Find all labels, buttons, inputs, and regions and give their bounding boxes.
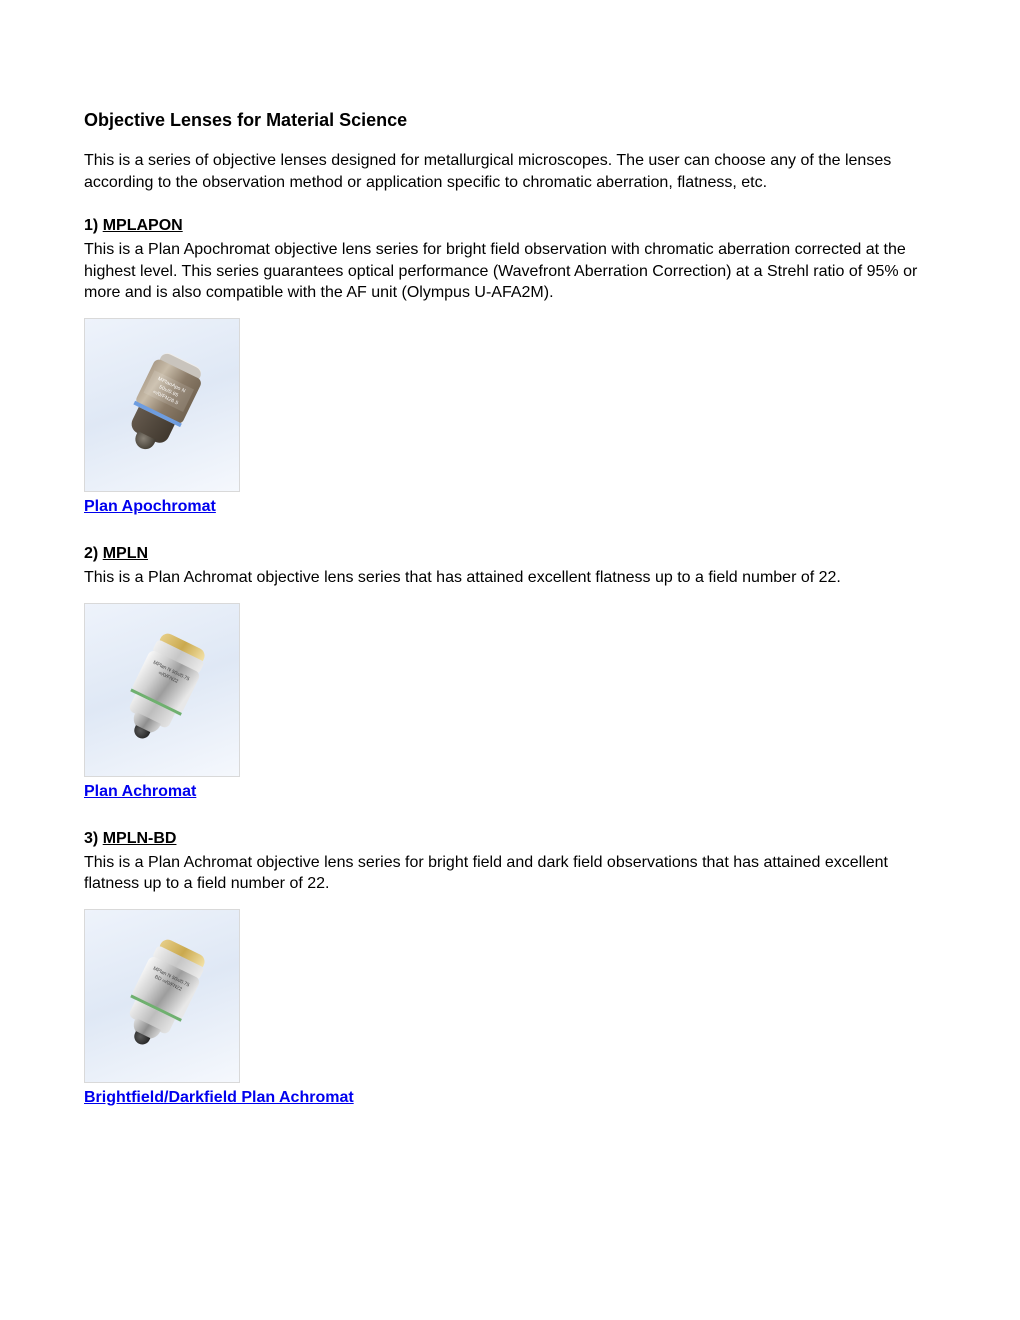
product-image: MPlan N 50x/0.75 BD ∞/0/FN22 <box>84 909 240 1083</box>
product-image: MPlanApo N 50x/0.95 ∞/0/FN26.5 <box>84 318 240 492</box>
section-heading: 3) MPLN-BD <box>84 828 936 850</box>
intro-paragraph: This is a series of objective lenses des… <box>84 150 936 193</box>
section-number: 3) <box>84 830 98 847</box>
section-description: This is a Plan Achromat objective lens s… <box>84 567 936 589</box>
section-mpln: 2) MPLN This is a Plan Achromat objectiv… <box>84 543 936 802</box>
page-title: Objective Lenses for Material Science <box>84 108 936 132</box>
section-heading: 2) MPLN <box>84 543 936 565</box>
lens-icon: MPlan N 50x/0.75 BD ∞/0/FN22 <box>111 934 212 1057</box>
section-model: MPLN-BD <box>103 830 177 847</box>
lens-icon: MPlanApo N 50x/0.95 ∞/0/FN26.5 <box>115 348 209 462</box>
section-description: This is a Plan Achromat objective lens s… <box>84 852 936 895</box>
product-link-plan-achromat[interactable]: Plan Achromat <box>84 783 196 800</box>
section-number: 2) <box>84 545 98 562</box>
page: Objective Lenses for Material Science Th… <box>0 0 1020 1195</box>
product-link-plan-apochromat[interactable]: Plan Apochromat <box>84 498 216 515</box>
section-model: MPLN <box>103 545 148 562</box>
section-model: MPLAPON <box>103 217 183 234</box>
product-image: MPlan N 50x/0.75 ∞/0/FN22 <box>84 603 240 777</box>
product-link-bf-df-plan-achromat[interactable]: Brightfield/Darkfield Plan Achromat <box>84 1089 354 1106</box>
section-mpln-bd: 3) MPLN-BD This is a Plan Achromat objec… <box>84 828 936 1108</box>
section-heading: 1) MPLAPON <box>84 215 936 237</box>
section-number: 1) <box>84 217 98 234</box>
section-description: This is a Plan Apochromat objective lens… <box>84 239 936 304</box>
section-mplapon: 1) MPLAPON This is a Plan Apochromat obj… <box>84 215 936 517</box>
lens-icon: MPlan N 50x/0.75 ∞/0/FN22 <box>111 628 212 751</box>
